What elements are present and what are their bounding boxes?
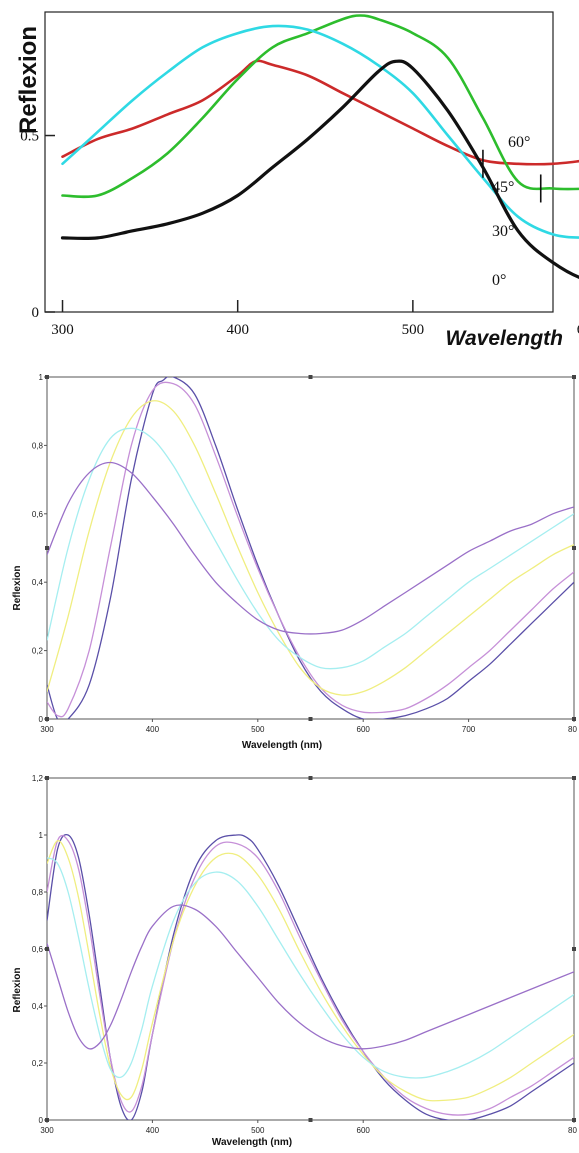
y-tick-label: 0 — [39, 715, 44, 724]
frame-handle — [45, 546, 49, 550]
series-line — [47, 857, 574, 1079]
x-axis-label: Wavelength (nm) — [242, 740, 322, 751]
y-axis-label: Reflexion — [12, 565, 23, 610]
frame-handle — [572, 375, 576, 379]
chart-angles-svg: 300 400 500 600 0 0.5 60° 45° 30° 0° Reflexion Wa… — [15, 11, 579, 350]
frame-handle — [45, 776, 49, 780]
y-tick-label: 0,6 — [32, 945, 44, 954]
curve-label: 60° — [508, 134, 530, 151]
series-line — [47, 835, 574, 1116]
y-axis-label: Reflexion — [15, 26, 42, 134]
x-tick-label: 400 — [146, 725, 160, 734]
y-tick-label: 1 — [39, 373, 44, 382]
frame-handle — [572, 717, 576, 721]
x-tick-label: 300 — [40, 1126, 54, 1135]
x-tick-label: 600 — [357, 1126, 371, 1135]
chart-panel-layer-2: 300 400 500 600 80 0 0,2 0,4 0,6 0,8 1 1,2 Reflexio… — [0, 760, 579, 1153]
series-line — [47, 904, 574, 1050]
plot-frame — [44, 11, 554, 313]
x-axis-label: Wavelength (nm) — [212, 1137, 292, 1148]
x-tick-label: 600 — [357, 725, 371, 734]
y-axis-label: Reflexion — [12, 967, 23, 1012]
series-line — [47, 461, 574, 635]
frame-handle — [308, 1118, 313, 1122]
series-line-45deg — [61, 14, 579, 199]
chart-panel-layer-1: 300 400 500 600 700 80 0 0,2 0,4 0,6 0,8 1 Reflexio… — [0, 360, 579, 760]
chart-panel-angles: 300 400 500 600 0 0.5 60° 45° 30° 0° Reflexion Wa… — [0, 0, 579, 355]
y-tick-label: 0 — [39, 1116, 44, 1125]
series-line — [47, 400, 574, 696]
plot-frame — [46, 777, 575, 1121]
x-tick-label: 400 — [226, 322, 249, 338]
y-tick-label: 1 — [39, 831, 44, 840]
x-tick-label: 300 — [51, 322, 74, 338]
y-tick-label: 0,8 — [32, 441, 44, 450]
curve-label: 30° — [492, 223, 514, 240]
frame-handle — [572, 1118, 576, 1122]
frame-handle — [45, 375, 49, 379]
frame-handle — [308, 776, 313, 780]
x-tick-label: 80 — [568, 725, 577, 734]
series-line — [47, 840, 574, 1102]
x-tick-label: 500 — [251, 1126, 265, 1135]
y-tick-label: 0.5 — [20, 129, 39, 145]
y-tick-label: 0 — [32, 305, 40, 321]
curve-label: 0° — [492, 272, 506, 289]
y-tick-label: 0,2 — [32, 1059, 44, 1068]
x-tick-label: 500 — [402, 322, 425, 338]
y-tick-label: 0,6 — [32, 510, 44, 519]
frame-handle — [45, 1118, 49, 1122]
frame-handle — [45, 947, 49, 951]
frame-handle — [572, 776, 576, 780]
y-tick-label: 0,8 — [32, 888, 44, 897]
curve-label: 45° — [492, 179, 514, 196]
y-tick-label: 1,2 — [32, 774, 44, 783]
y-tick-label: 0,2 — [32, 647, 44, 656]
x-tick-label: 500 — [251, 725, 265, 734]
frame-handle — [308, 375, 313, 379]
x-tick-label: 400 — [146, 1126, 160, 1135]
frame-handle — [572, 546, 576, 550]
x-tick-label: 600 — [577, 322, 579, 338]
frame-handle — [45, 717, 49, 721]
x-tick-label: 700 — [462, 725, 476, 734]
y-tick-label: 0,4 — [32, 578, 44, 587]
series-line-60deg — [61, 59, 579, 166]
series-line — [47, 381, 574, 718]
y-tick-label: 0,4 — [32, 1002, 44, 1011]
x-axis-label: Wavelength — [446, 327, 563, 350]
chart-layer-2-svg: 300 400 500 600 80 0 0,2 0,4 0,6 0,8 1 1,2 Reflexio… — [12, 774, 577, 1148]
x-tick-label: 300 — [40, 725, 54, 734]
x-tick-label: 80 — [568, 1126, 577, 1135]
series-line-30deg — [61, 24, 579, 239]
frame-handle — [572, 947, 576, 951]
frame-handle — [308, 717, 313, 721]
series-line — [47, 833, 574, 1120]
series-line — [47, 427, 574, 670]
